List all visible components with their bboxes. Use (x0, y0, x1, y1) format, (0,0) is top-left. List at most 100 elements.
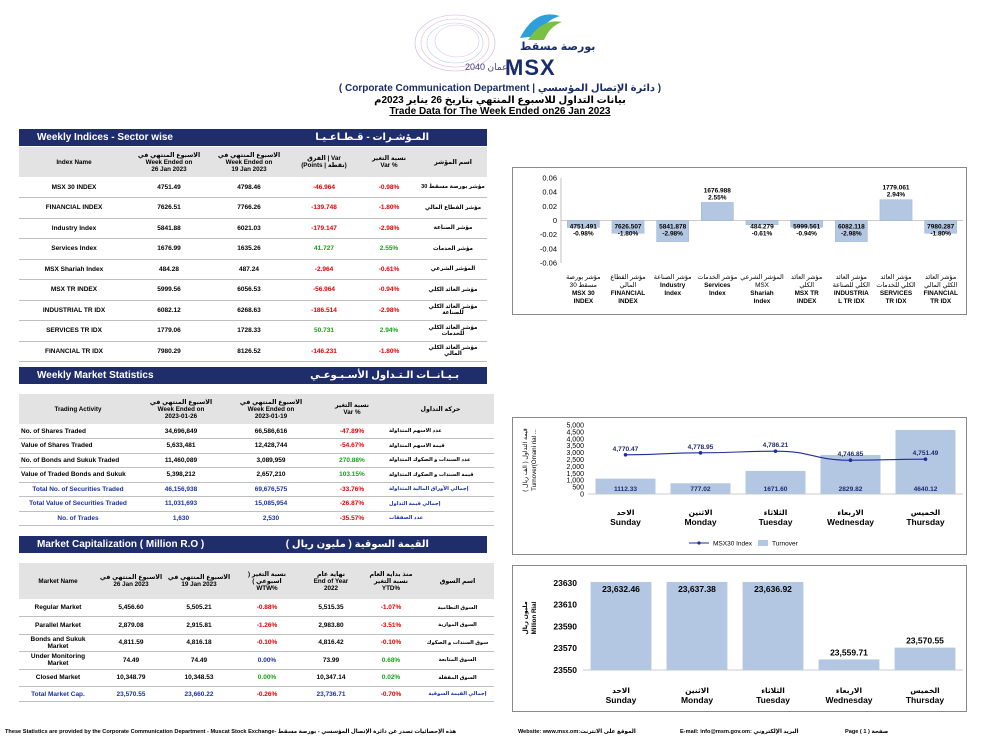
footer-source: These Statistics are provided by the Cor… (5, 729, 457, 735)
market-current: 5,456.60 (97, 599, 165, 617)
index-var-points: 50.731 (289, 320, 359, 342)
indices-title-ar: المـؤشـرات - قـطـاعـيـا (315, 132, 429, 143)
stats-header-4: حركة التداول (387, 394, 494, 424)
market-ytd: -0.70% (361, 686, 421, 702)
x-category-label: مسقط 30 (570, 282, 597, 289)
indices-header-4: نسبة التغير Var % (359, 147, 419, 177)
stat-previous: 69,676,575 (225, 482, 317, 497)
legend-msx30-label: MSX30 Index (713, 541, 753, 548)
legend-msx30-marker (697, 541, 701, 545)
mcap-header-4: نهاية عام End of Year 2022 (301, 563, 361, 599)
y-tick-label: 23550 (553, 665, 577, 675)
x-category-label: الاثنين (685, 686, 709, 695)
stat-var-pct: -26.87% (317, 496, 387, 512)
x-category-label: مؤشر العائد (791, 274, 822, 281)
vision-logo-text: رؤية عمان 2040 (465, 62, 515, 72)
mcap-header-5: منذ بداية العام نسبة التغير YTD% (361, 563, 421, 599)
stat-name: Total No. of Securities Traded (19, 482, 137, 497)
y-tick-label: 5,000 (566, 423, 584, 430)
bar-pct-label: -0.61% (752, 231, 773, 238)
stat-name: No. of Shares Traded (19, 424, 137, 439)
x-category-label: الاثنين (689, 508, 713, 517)
turnover-bar (595, 478, 656, 494)
footer-website[interactable]: Website: www.msx.om:الموقع على الانترنت (518, 729, 636, 735)
stat-name: Total Value of Securities Traded (19, 496, 137, 512)
indices-change-chart-svg: 0.060.040.020-0.02-0.04-0.064751.491-0.9… (540, 174, 963, 305)
table-row: FINANCIAL TR IDX 7980.29 8126.52 -146.231 -1… (19, 341, 487, 362)
market-end-of-year: 10,347.14 (301, 669, 361, 687)
market-cap-label: 23,637.38 (678, 584, 716, 594)
department-title: ( Corporate Communication Department | د… (338, 83, 662, 94)
turnover-bar (670, 483, 731, 494)
y-axis-title: ( قيمة التداول ( الف ريال (522, 428, 529, 492)
stat-var-pct: -47.89% (317, 424, 387, 439)
legend-turnover-label: Turnover (772, 541, 799, 548)
table-row: Value of Shares Traded 5,633,481 12,428,74… (19, 438, 494, 454)
msx30-point (623, 452, 628, 457)
stats-header-2: الاسبوع المنتهي في Week Ended on 2023-01-1… (225, 394, 317, 424)
market-cap-chart-svg: 23630 23610 23590 23570 23550 مليون ريال Milli… (522, 578, 963, 705)
x-category-label: MSX (755, 282, 770, 289)
index-previous: 8126.52 (209, 341, 289, 362)
index-var-pct: -1.80% (359, 341, 419, 362)
market-cap-bar (742, 582, 804, 670)
msx-logo-arabic: بورصة مسقط (520, 41, 596, 53)
index-previous: 487.24 (209, 259, 289, 280)
stat-current: 11,460,089 (137, 453, 225, 468)
x-category-label: INDUSTRIA (834, 290, 869, 297)
x-category-label: الاحد (612, 686, 630, 695)
stat-name-ar: إجمالي الأوراق المالية المتداولة (387, 482, 494, 497)
y-tick-label: -0.06 (540, 259, 557, 268)
indices-change-chart: 0.06 0.04 0.02 0 -0.02 -0.04 -0.06 4751.491 -0.9… (512, 167, 967, 315)
index-previous: 6268.63 (209, 300, 289, 321)
footer-email[interactable]: E-mail: info@msm.gov.om: البريد الإلكترو… (680, 729, 799, 735)
stat-name: No. of Bonds and Sukuk Traded (19, 453, 137, 468)
msx30-point (848, 458, 853, 463)
x-category-label: الخميس (911, 508, 940, 517)
indices-header-3: الفرق | Var (Points | نقطة) (289, 147, 359, 177)
index-var-pct: -1.80% (359, 197, 419, 219)
market-name-ar: السوق المقفلة (421, 669, 494, 687)
table-row: Closed Market 10,348.79 10,348.53 0.00% 10,3… (19, 669, 494, 687)
bar-value-label: 6082.118 (838, 224, 865, 231)
market-end-of-year: 23,736.71 (301, 686, 361, 702)
table-row: MSX 30 INDEX 4751.49 4798.46 -46.964 -0.98% م… (19, 177, 487, 198)
bar-value-label: 1676.988 (704, 187, 731, 194)
y-tick-label: 0.04 (542, 188, 557, 197)
y-tick-label: 0 (580, 492, 584, 499)
stats-section-header: Weekly Market Statistics بـيـانــات الـت… (19, 367, 487, 384)
market-name-ar: السوق الموازية (421, 616, 494, 635)
table-row: Total Value of Securities Traded 11,031,6… (19, 496, 494, 512)
turnover-bar (895, 429, 956, 494)
msx30-point (923, 457, 928, 461)
market-current: 10,348.79 (97, 669, 165, 687)
stat-current: 5,398,212 (137, 467, 225, 483)
market-cap-bar (666, 582, 728, 670)
index-var-points: -139.748 (289, 197, 359, 219)
table-row: FINANCIAL INDEX 7626.51 7766.26 -139.748 -1.… (19, 197, 487, 219)
market-wtw: 0.00% (233, 651, 301, 670)
bar (879, 199, 913, 221)
market-wtw: -0.88% (233, 599, 301, 617)
mcap-header-0: Market Name (19, 563, 97, 599)
market-previous: 74.49 (165, 651, 233, 670)
market-cap-label: 23,570.55 (906, 636, 944, 646)
index-current: 1676.99 (129, 238, 209, 260)
market-end-of-year: 73.99 (301, 651, 361, 670)
index-var-points: -146.231 (289, 341, 359, 362)
arabic-report-title: بيانات التداول للاسبوع المنتهي بتاريخ 26… (374, 95, 626, 106)
x-category-label: L TR IDX (838, 298, 865, 305)
x-category-label: مؤشر بورصة (566, 274, 600, 281)
table-row: No. of Shares Traded 34,696,849 66,586,616… (19, 424, 494, 439)
legend-turnover-swatch (758, 540, 768, 546)
stat-previous: 2,530 (225, 511, 317, 526)
bar-pct-label: 2.55% (708, 194, 727, 201)
x-category-label: Index (709, 290, 726, 297)
stat-previous: 2,657,210 (225, 467, 317, 483)
stat-name-ar: عدد الصفقات (387, 511, 494, 526)
index-current: 5841.88 (129, 218, 209, 239)
index-var-pct: -0.94% (359, 279, 419, 301)
market-name-ar: إجمالي القيمة السوقية (421, 686, 494, 702)
market-name-ar: السوق المتابعة (421, 651, 494, 670)
x-category-label: الاربعاء (836, 686, 862, 695)
